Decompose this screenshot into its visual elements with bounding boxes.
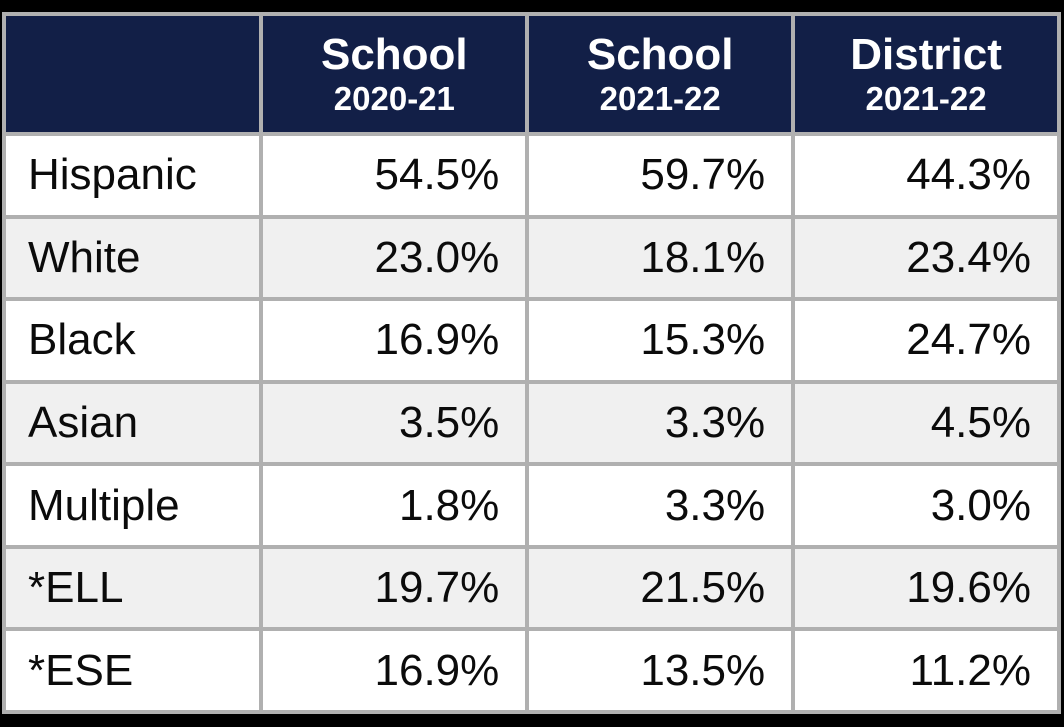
- row-label-cell: *ELL: [1, 544, 264, 632]
- value-cell: 44.3%: [791, 132, 1061, 219]
- table-row-hispanic: Hispanic 54.5% 59.7% 44.3%: [1, 132, 1061, 219]
- header-row: School 2020-21 School 2021-22 District 2…: [1, 12, 1061, 136]
- column-header-sublabel: 2021-22: [865, 79, 987, 117]
- column-header-district-2021-22: District 2021-22: [791, 12, 1061, 136]
- value-cell: 3.5%: [259, 379, 530, 467]
- row-label-cell: Black: [1, 297, 264, 384]
- value-cell: 19.6%: [791, 544, 1061, 632]
- value-cell: 23.0%: [259, 214, 530, 302]
- column-header-label: School: [586, 29, 734, 79]
- row-label-cell: Hispanic: [1, 132, 264, 219]
- table-row-black: Black 16.9% 15.3% 24.7%: [1, 297, 1061, 384]
- column-header-label: District: [850, 29, 1002, 79]
- table-row-white: White 23.0% 18.1% 23.4%: [1, 214, 1061, 302]
- value-cell: 16.9%: [259, 297, 530, 384]
- column-header-school-2020-21: School 2020-21: [259, 12, 530, 136]
- value-cell: 16.9%: [259, 627, 530, 714]
- demographics-table: School 2020-21 School 2021-22 District 2…: [1, 12, 1061, 714]
- value-cell: 3.3%: [525, 462, 796, 549]
- value-cell: 3.3%: [525, 379, 796, 467]
- column-header-sublabel: 2020-21: [333, 79, 455, 117]
- row-label-cell: *ESE: [1, 627, 264, 714]
- table-row-asian: Asian 3.5% 3.3% 4.5%: [1, 379, 1061, 467]
- value-cell: 1.8%: [259, 462, 530, 549]
- value-cell: 24.7%: [791, 297, 1061, 384]
- value-cell: 21.5%: [525, 544, 796, 632]
- value-cell: 59.7%: [525, 132, 796, 219]
- row-label-cell: White: [1, 214, 264, 302]
- value-cell: 23.4%: [791, 214, 1061, 302]
- corner-header-cell: [1, 12, 264, 136]
- table-row-ese: *ESE 16.9% 13.5% 11.2%: [1, 627, 1061, 714]
- value-cell: 54.5%: [259, 132, 530, 219]
- value-cell: 15.3%: [525, 297, 796, 384]
- column-header-school-2021-22: School 2021-22: [525, 12, 796, 136]
- value-cell: 18.1%: [525, 214, 796, 302]
- column-header-label: School: [320, 29, 468, 79]
- value-cell: 19.7%: [259, 544, 530, 632]
- value-cell: 13.5%: [525, 627, 796, 714]
- table-row-ell: *ELL 19.7% 21.5% 19.6%: [1, 544, 1061, 632]
- table-row-multiple: Multiple 1.8% 3.3% 3.0%: [1, 462, 1061, 549]
- value-cell: 4.5%: [791, 379, 1061, 467]
- column-header-sublabel: 2021-22: [599, 79, 721, 117]
- value-cell: 3.0%: [791, 462, 1061, 549]
- row-label-cell: Multiple: [1, 462, 264, 549]
- value-cell: 11.2%: [791, 627, 1061, 714]
- row-label-cell: Asian: [1, 379, 264, 467]
